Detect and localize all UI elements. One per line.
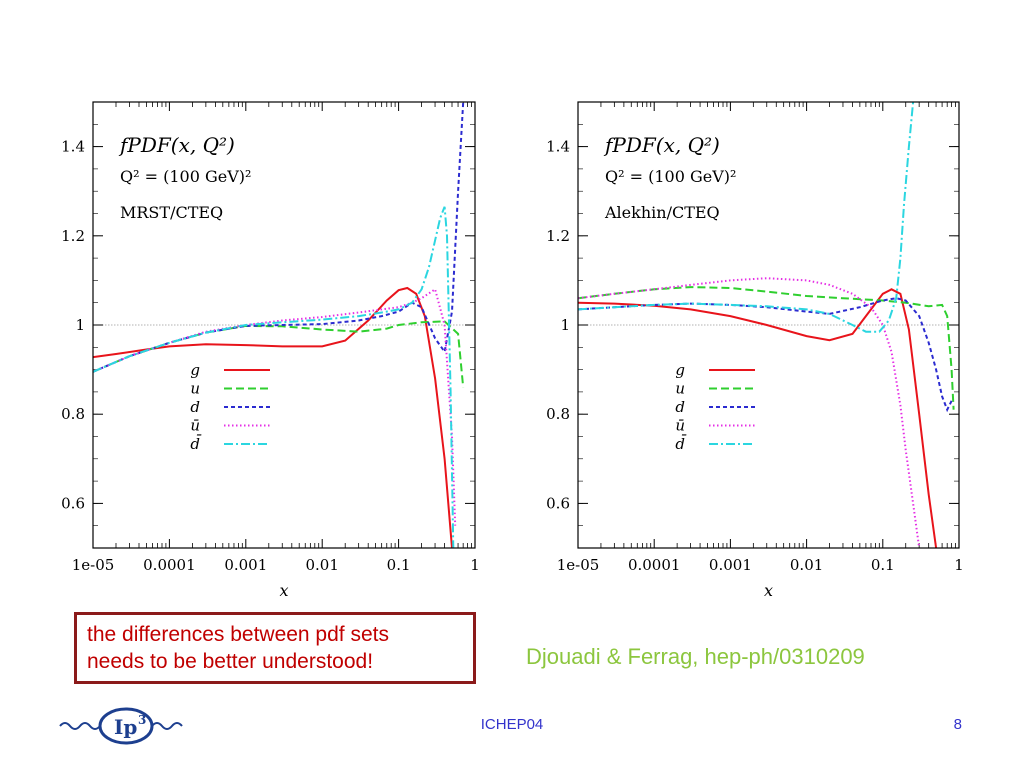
y-tick-label: 0.6 (61, 494, 85, 512)
x-tick-label: 0.01 (790, 556, 823, 574)
series-group (93, 102, 465, 548)
y-tick-label: 1.2 (61, 227, 85, 245)
annotation-sets: Alekhin/CTEQ (604, 203, 720, 222)
series-line-solid (93, 286, 453, 548)
ip3-logo: Ip 3 (59, 707, 183, 745)
x-axis-label: x (764, 581, 773, 600)
callout-line-2: needs to be better understood! (87, 650, 374, 673)
annotation-scale: Q² = (100 GeV)² (605, 167, 736, 186)
y-tick-label: 1.4 (546, 138, 570, 156)
chart-panel-right: 1e-05 0.0001 0.001 0.01 0.1 1 0.6 0.8 1 1.2 1.4 fPD… (546, 101, 964, 600)
x-tick-label: 0.001 (709, 556, 752, 574)
x-tick-label: 1e-05 (72, 556, 115, 574)
y-tick-label: 1 (560, 316, 570, 334)
legend-label: ū (190, 417, 200, 435)
x-tick-label: 0.01 (305, 556, 338, 574)
annotation-sets: MRST/CTEQ (120, 203, 223, 222)
y-tick-label: 0.8 (546, 405, 570, 423)
x-tick-label: 1 (470, 556, 480, 574)
logo-superscript: 3 (138, 713, 146, 727)
callout-line-1: the differences between pdf sets (87, 623, 389, 646)
plot-frame (92, 101, 476, 549)
series-line-long (93, 320, 465, 388)
series-line-dot (578, 277, 921, 548)
y-tick-label: 1 (75, 316, 85, 334)
series-line-dashdot (93, 206, 455, 548)
plot-frame (577, 101, 960, 549)
y-tick-label: 0.6 (546, 494, 570, 512)
callout-box: the differences between pdf sets needs t… (74, 612, 476, 684)
series-line-solid (578, 288, 938, 548)
x-tick-label: 0.0001 (143, 556, 196, 574)
legend-label: u (675, 380, 685, 398)
x-tick-label: 0.001 (224, 556, 267, 574)
series-group (578, 102, 955, 548)
series-line-dot (93, 287, 457, 526)
series-line-dashdot (578, 102, 915, 333)
annotation-title: fPDF(x, Q²) (603, 133, 720, 157)
legend-label: d (190, 398, 200, 416)
x-tick-label: 0.1 (387, 556, 411, 574)
legend-label: u (190, 380, 200, 398)
legend-label: d̄ (675, 435, 686, 453)
chart-panel-left: 1e-05 0.0001 0.001 0.01 0.1 1 0.6 0.8 1 1.2 1.4 fPD… (61, 101, 480, 600)
x-tick-label: 1e-05 (557, 556, 600, 574)
citation-text: Djouadi & Ferrag, hep-ph/0310209 (526, 644, 865, 669)
series-line-short (578, 297, 953, 413)
legend-label: d̄ (190, 435, 201, 453)
y-tick-label: 1.4 (61, 138, 85, 156)
footer-page-number: 8 (953, 716, 962, 733)
x-tick-label: 0.0001 (628, 556, 681, 574)
legend-label: d (675, 398, 685, 416)
x-tick-label: 1 (954, 556, 964, 574)
y-tick-label: 0.8 (61, 405, 85, 423)
legend-label: ū (675, 417, 685, 435)
logo-text: Ip (114, 715, 137, 739)
y-tick-label: 1.2 (546, 227, 570, 245)
annotation-title: fPDF(x, Q²) (118, 133, 235, 157)
footer-conference: ICHEP04 (480, 716, 544, 733)
x-axis-label: x (279, 581, 288, 600)
legend-label: g (675, 361, 685, 379)
annotation-scale: Q² = (100 GeV)² (120, 167, 251, 186)
x-tick-label: 0.1 (871, 556, 895, 574)
legend-label: g (190, 361, 200, 379)
